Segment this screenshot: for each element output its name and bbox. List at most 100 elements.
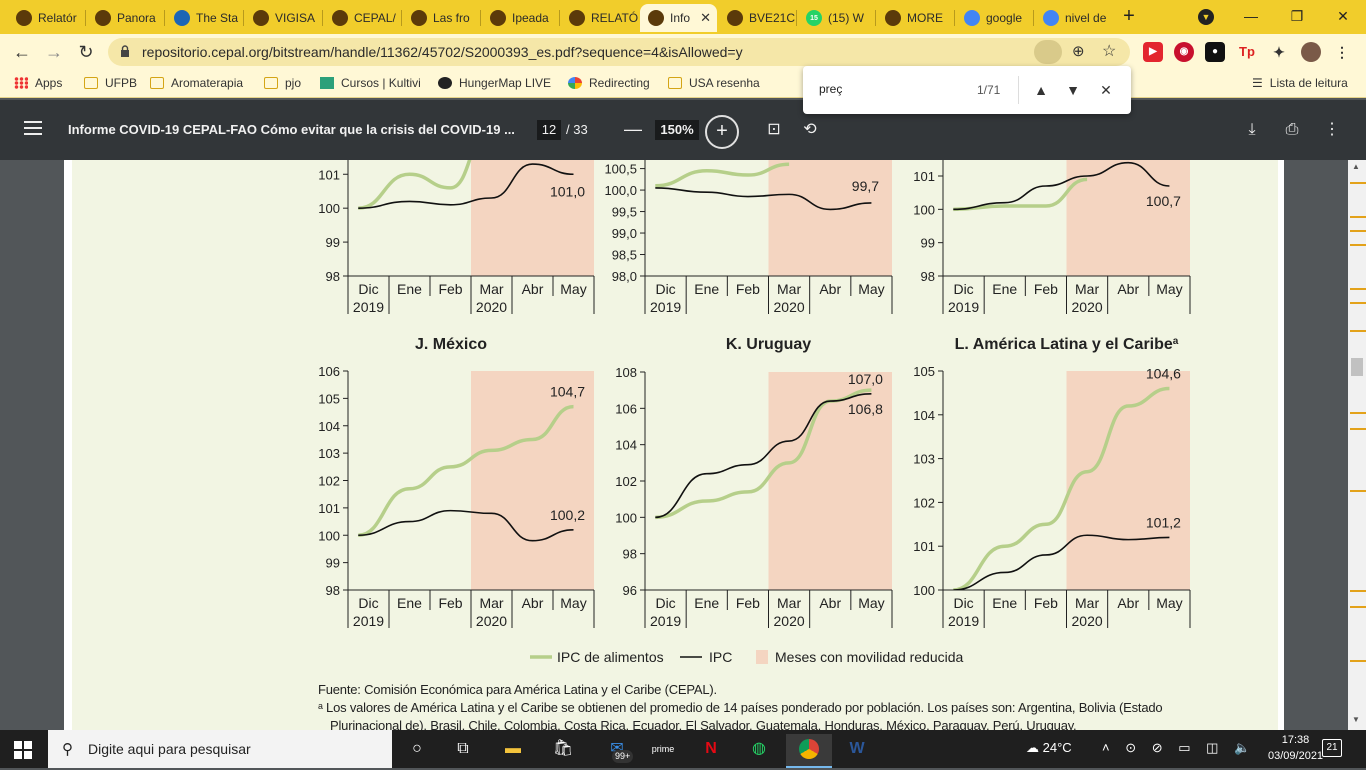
x-tick-label: Dic — [655, 281, 675, 297]
netflix-icon[interactable]: N — [705, 740, 717, 757]
x-tick-label-year: 2020 — [476, 299, 507, 315]
folder-icon — [84, 77, 98, 89]
system-tray[interactable]: ˄ ⊙ ⊘ ▭ ◫ 🔈 — [1102, 740, 1257, 755]
chart-title: L. América Latina y el Caribea — [955, 336, 1179, 354]
more-options-icon[interactable]: ⋮ — [1324, 121, 1340, 138]
tab-search-icon[interactable]: ▼ — [1198, 9, 1214, 25]
data-end-label: 100,2 — [550, 507, 585, 523]
bookmark-item[interactable]: Cursos | Kultivi — [320, 76, 421, 90]
scroll-thumb[interactable] — [1351, 358, 1363, 376]
weather-widget[interactable]: ☁ 24°C — [1026, 740, 1072, 756]
word-icon[interactable]: W — [849, 740, 865, 757]
chrome-icon[interactable] — [786, 734, 832, 768]
bookmark-item[interactable]: UFPB — [84, 76, 137, 90]
browser-tab[interactable]: Relatór — [8, 4, 85, 32]
file-explorer-icon[interactable]: ▬ — [505, 740, 521, 757]
browser-tab[interactable]: CEPAL/ — [324, 4, 401, 32]
find-next-button[interactable]: ▼ — [1066, 82, 1080, 98]
extensions-puzzle-icon[interactable]: ✦ — [1273, 44, 1285, 60]
notifications-icon[interactable]: 21 — [1322, 739, 1342, 757]
browser-tab[interactable]: 15 (15) W — [798, 4, 875, 32]
bookmark-apps[interactable]: Apps — [14, 76, 62, 90]
bookmark-item[interactable]: USA resenha — [668, 76, 760, 90]
rotate-icon[interactable]: ⟲ — [803, 121, 817, 138]
tp-extension-icon[interactable]: Tp — [1239, 44, 1255, 59]
find-previous-button[interactable]: ▲ — [1034, 82, 1048, 98]
browser-tab[interactable]: The Sta — [166, 4, 243, 32]
y-tick-label: 102 — [913, 495, 935, 510]
minimize-button[interactable]: — — [1244, 8, 1258, 24]
find-close-button[interactable]: ✕ — [1100, 82, 1112, 98]
page-number-input[interactable]: 12 — [537, 120, 561, 140]
bookmark-item[interactable]: Redirecting — [568, 76, 650, 90]
browser-tab[interactable]: Info ✕ — [640, 4, 717, 32]
charts-figure: 98 99 100 101 Dic 2019 Ene Feb Mar 2020 Abr May 101,… — [318, 160, 1191, 665]
adblock-extension-icon[interactable]: ◉ — [1174, 42, 1194, 62]
windows-start-icon[interactable] — [14, 741, 32, 759]
bookmark-item[interactable]: HungerMap LIVE — [438, 76, 551, 90]
data-end-label: 107,0 — [848, 371, 883, 387]
reload-button[interactable]: ↻ — [78, 42, 94, 62]
task-view-icon[interactable]: ⧉ — [457, 740, 469, 757]
zoom-in-button[interactable]: + — [705, 115, 739, 149]
browser-tab[interactable]: Panora — [87, 4, 164, 32]
tab-label: Relatór — [38, 11, 77, 25]
close-window-button[interactable]: ✕ — [1337, 8, 1349, 24]
y-tick-label: 102 — [318, 474, 340, 489]
menu-icon[interactable] — [24, 121, 42, 135]
search-icon: ⚲ — [62, 741, 73, 758]
y-tick-label: 98 — [623, 547, 637, 562]
mail-icon[interactable]: ✉ 99+ — [594, 734, 640, 768]
vertical-scrollbar[interactable]: ▲ ▼ — [1348, 160, 1366, 730]
y-tick-label: 100 — [615, 510, 637, 525]
pdf-viewport[interactable]: 98 99 100 101 Dic 2019 Ene Feb Mar 2020 Abr May 101,… — [0, 160, 1348, 730]
bookmark-item[interactable]: Aromaterapia — [150, 76, 243, 90]
y-tick-label: 106 — [615, 401, 637, 416]
browser-tab[interactable]: Las fro — [403, 4, 480, 32]
store-icon[interactable]: 🛍 — [552, 740, 574, 757]
back-button[interactable]: ← — [13, 42, 31, 62]
prime-video-icon[interactable]: prime — [651, 744, 675, 754]
browser-tab[interactable]: BVE21C — [719, 4, 796, 32]
folder-icon — [264, 77, 278, 89]
clock[interactable]: 17:38 03/09/2021 — [1268, 732, 1323, 764]
zoom-icon[interactable]: ⊕ — [1072, 43, 1085, 60]
browser-tab[interactable]: google — [956, 4, 1033, 32]
browser-tab[interactable]: RELATÓ — [561, 4, 638, 32]
y-tick-label: 104 — [913, 408, 935, 423]
data-end-label: 101,2 — [1146, 514, 1181, 530]
maximize-button[interactable]: ❐ — [1290, 8, 1304, 24]
scroll-up-icon[interactable]: ▲ — [1352, 162, 1360, 171]
address-bar[interactable]: repositorio.cepal.org/bitstream/handle/1… — [108, 38, 1130, 66]
y-tick-label: 106 — [318, 364, 340, 379]
chrome-menu-icon[interactable]: ⋮ — [1335, 44, 1349, 60]
browser-tab[interactable]: VIGISA — [245, 4, 322, 32]
bookmark-label: Aromaterapia — [171, 76, 244, 90]
zoom-out-button[interactable]: — — [624, 119, 642, 139]
browser-tab[interactable]: nivel de — [1035, 4, 1112, 32]
tab-separator — [1033, 10, 1034, 26]
profile-avatar[interactable] — [1301, 42, 1321, 62]
forward-button[interactable]: → — [45, 42, 63, 62]
x-tick-label-year: 2019 — [650, 299, 681, 315]
fit-page-icon[interactable]: ⊡ — [767, 121, 781, 138]
cortana-icon[interactable]: ○ — [412, 740, 422, 757]
find-input[interactable]: preç — [819, 82, 843, 96]
scroll-down-icon[interactable]: ▼ — [1352, 715, 1360, 724]
bookmark-item[interactable]: pjo — [264, 76, 301, 90]
reading-list-button[interactable]: ☰ Lista de leitura — [1252, 76, 1348, 90]
new-tab-button[interactable]: + — [1123, 5, 1135, 27]
bookmark-star-icon[interactable]: ☆ — [1102, 43, 1117, 60]
print-icon[interactable]: ⎙ — [1285, 121, 1299, 138]
whatsapp-icon[interactable]: ◍ — [752, 740, 766, 757]
browser-tab[interactable]: Ipeada — [482, 4, 559, 32]
download-icon[interactable]: ⤓ — [1248, 121, 1256, 138]
taskbar: ⚲ Digite aqui para pesquisar ○ ⧉ ▬ 🛍 ✉ 99… — [0, 730, 1366, 768]
taskbar-search[interactable]: ⚲ Digite aqui para pesquisar — [48, 730, 392, 768]
tab-close-icon[interactable]: ✕ — [700, 10, 711, 25]
extension-icon[interactable]: ● — [1205, 42, 1225, 62]
youtube-extension-icon[interactable]: ▶ — [1143, 42, 1163, 62]
browser-tab[interactable]: MORE — [877, 4, 954, 32]
zoom-level-input[interactable]: 150% — [655, 120, 699, 140]
find-in-page-icon[interactable] — [1034, 40, 1062, 64]
